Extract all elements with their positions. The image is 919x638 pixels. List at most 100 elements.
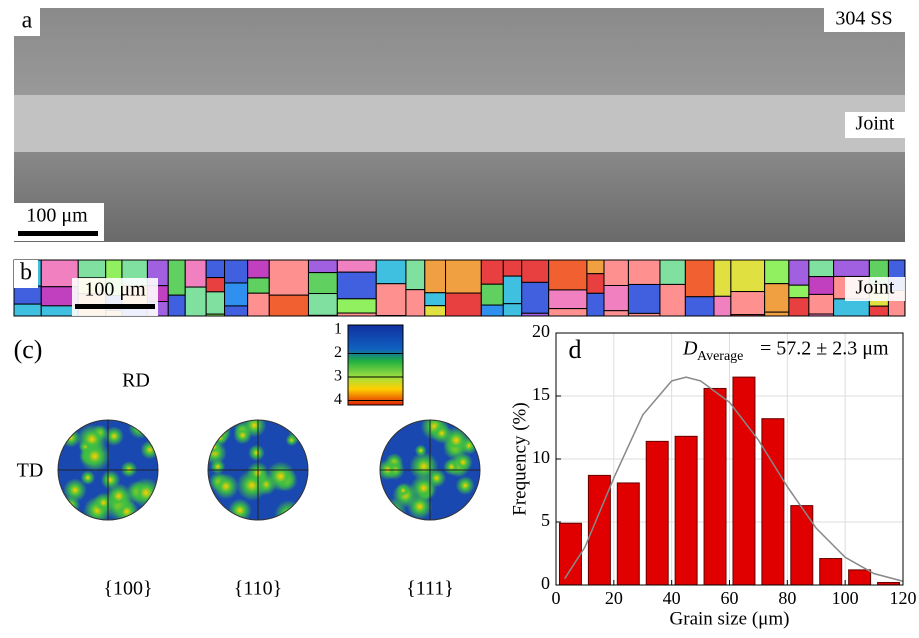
intensity xyxy=(453,452,473,472)
material-label: 304 SS xyxy=(835,8,892,30)
grain xyxy=(834,260,870,276)
grain xyxy=(425,306,446,316)
intensity xyxy=(81,470,96,485)
grain xyxy=(225,306,248,316)
grain xyxy=(406,260,425,290)
grain xyxy=(587,260,604,274)
intensity xyxy=(101,470,121,490)
zone-label: Joint xyxy=(856,277,895,299)
grain xyxy=(248,260,270,278)
grain xyxy=(789,285,809,298)
x-axis-label: Grain size (μm) xyxy=(670,608,790,629)
x-tick-label: 120 xyxy=(890,588,917,608)
grain xyxy=(14,286,41,304)
grain xyxy=(337,272,376,299)
intensity xyxy=(274,500,303,529)
intensity xyxy=(61,428,81,448)
td-label: TD xyxy=(17,460,44,482)
bar xyxy=(617,483,639,585)
scale-label: 100 μm xyxy=(84,279,146,301)
intensity xyxy=(128,416,151,439)
grain xyxy=(225,283,248,306)
color-bar xyxy=(348,325,403,405)
intensity xyxy=(213,473,239,499)
grain xyxy=(731,292,765,315)
grain xyxy=(446,260,482,293)
intensity xyxy=(61,496,80,515)
grain xyxy=(660,260,685,284)
grain xyxy=(503,304,521,316)
grain xyxy=(503,276,521,304)
grain xyxy=(765,284,789,312)
bar xyxy=(559,523,581,585)
grain xyxy=(549,260,587,290)
bar xyxy=(762,419,784,585)
bar xyxy=(820,559,842,585)
grain xyxy=(206,314,224,316)
plane-label: {100} xyxy=(103,578,152,600)
grain xyxy=(685,297,714,316)
bar xyxy=(733,377,755,585)
y-tick-label: 15 xyxy=(532,384,550,404)
page: a 304 SS Joint 100 μm (c) RD TD {100}{11… xyxy=(0,0,919,633)
grain xyxy=(337,260,376,272)
grain xyxy=(376,284,406,316)
grain xyxy=(206,260,224,278)
grain xyxy=(185,287,206,316)
grain xyxy=(185,260,206,287)
grain xyxy=(225,260,248,283)
y-tick-label: 5 xyxy=(541,510,550,530)
x-tick-label: 0 xyxy=(552,588,561,608)
color-bar-label: 3 xyxy=(334,368,342,385)
bar xyxy=(704,388,726,585)
intensity xyxy=(407,494,433,520)
x-tick-label: 80 xyxy=(778,588,796,608)
grain xyxy=(522,260,549,282)
intensity xyxy=(396,483,410,497)
y-tick-label: 0 xyxy=(541,573,550,593)
annotation-subscript: Average xyxy=(697,349,743,364)
intensity xyxy=(213,430,228,445)
x-tick-label: 20 xyxy=(605,588,623,608)
grain xyxy=(714,260,731,296)
grain xyxy=(503,260,521,276)
intensity xyxy=(79,440,111,472)
intensity xyxy=(431,423,452,444)
intensity xyxy=(265,461,295,491)
x-tick-label: 60 xyxy=(721,588,739,608)
grain xyxy=(660,284,685,316)
grain xyxy=(337,299,376,313)
grain xyxy=(685,260,714,297)
grain xyxy=(765,260,789,284)
grain xyxy=(481,305,503,316)
scale-bar xyxy=(18,231,98,236)
grain xyxy=(269,295,308,316)
pole-figure xyxy=(377,413,480,526)
scale-bar xyxy=(75,304,155,309)
intensity xyxy=(233,426,252,445)
zone-label: Joint xyxy=(856,113,895,135)
grain xyxy=(869,306,888,316)
grain xyxy=(628,284,660,313)
intensity xyxy=(121,461,138,478)
plane-label: {111} xyxy=(406,578,454,600)
y-axis-label: Frequency (%) xyxy=(509,402,530,515)
intensity xyxy=(415,445,427,457)
grain xyxy=(549,290,587,309)
bar xyxy=(675,436,697,585)
x-tick-label: 40 xyxy=(663,588,681,608)
pole-figures: {100} {110} {111} xyxy=(58,413,480,600)
grain xyxy=(809,314,834,316)
grain xyxy=(168,295,185,316)
grain xyxy=(789,298,809,316)
panel-label: a xyxy=(22,8,33,34)
grain xyxy=(308,273,337,294)
intensity xyxy=(248,444,265,461)
grain xyxy=(604,285,628,310)
bar xyxy=(646,441,668,585)
panel-label: b xyxy=(20,260,32,286)
grain xyxy=(14,304,41,316)
grain xyxy=(765,312,789,316)
plane-label: {110} xyxy=(234,578,282,600)
grain xyxy=(587,274,604,294)
